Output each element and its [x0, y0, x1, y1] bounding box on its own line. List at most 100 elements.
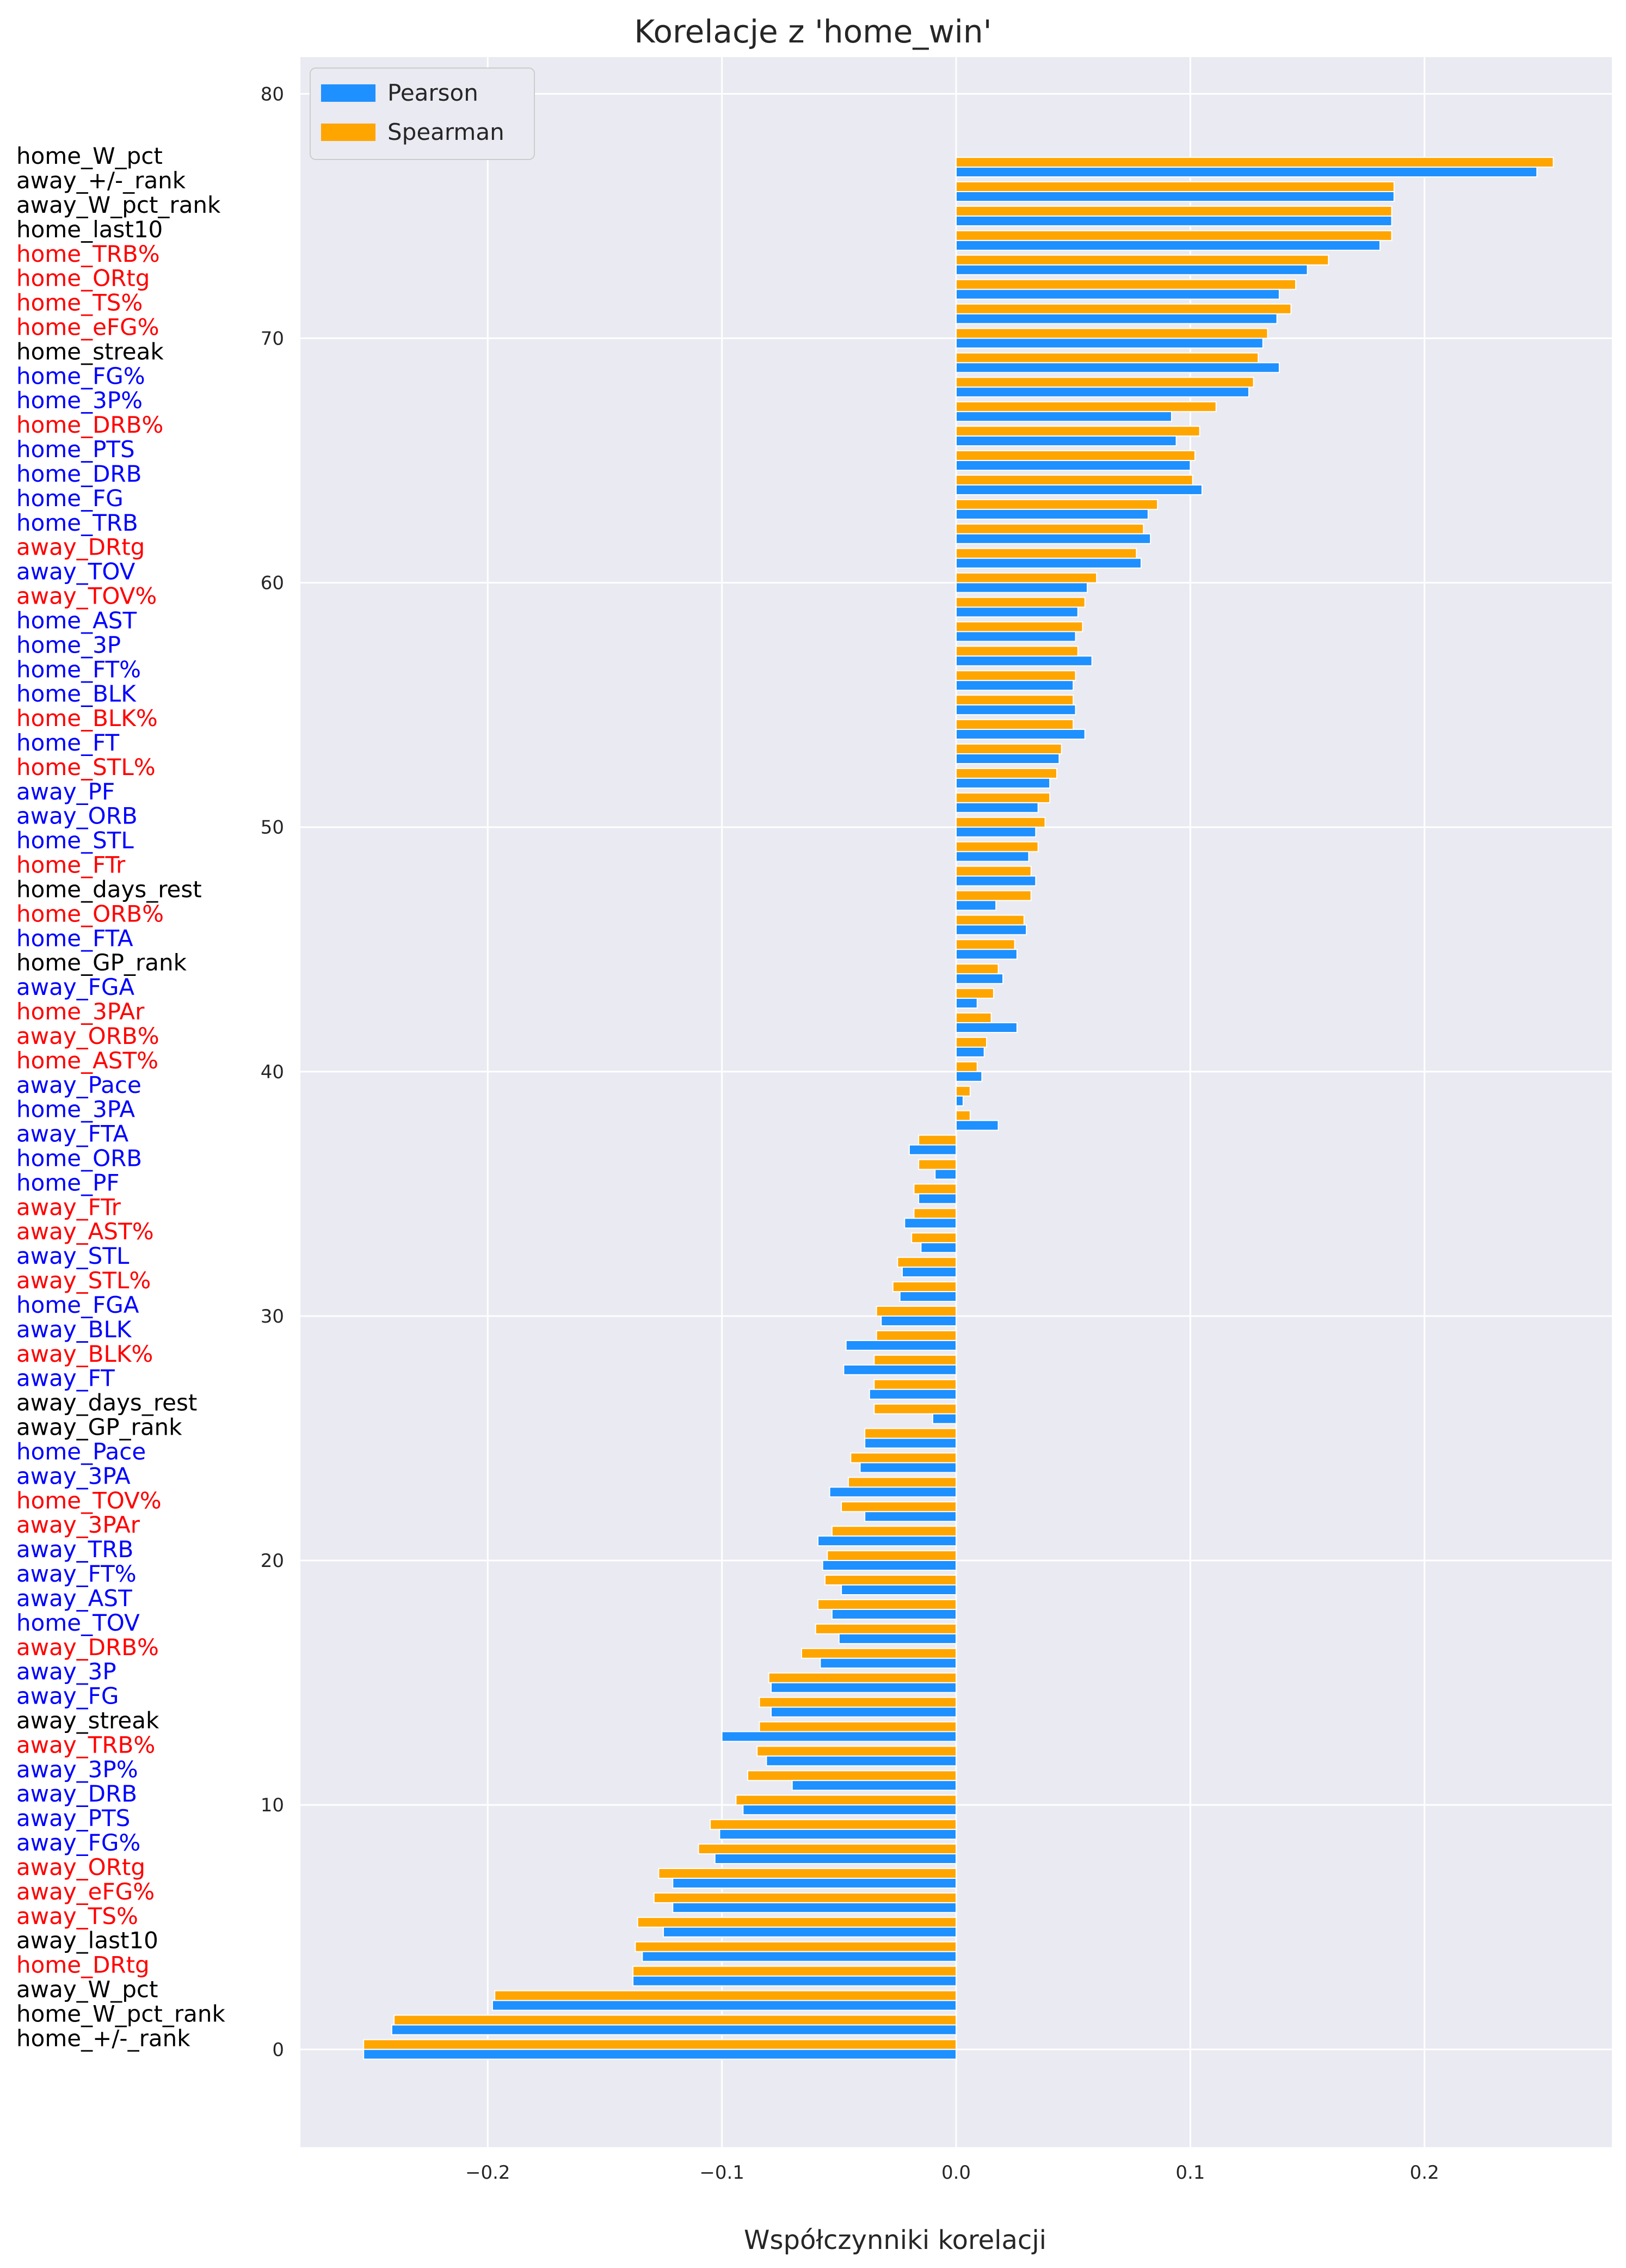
bar-pearson	[956, 386, 1249, 398]
bar-spearman	[873, 1354, 957, 1366]
bar-spearman	[956, 719, 1074, 730]
bar-spearman	[956, 523, 1144, 534]
feature-label: home_FG	[16, 485, 124, 512]
bar-spearman	[956, 939, 1015, 950]
bar-pearson	[771, 1706, 957, 1718]
bar-pearson	[956, 215, 1393, 226]
bar-spearman	[363, 2039, 957, 2050]
feature-label: home_W_pct	[16, 143, 163, 169]
bar-spearman	[956, 401, 1217, 413]
bar-pearson	[934, 1169, 957, 1180]
feature-label: home_3PAr	[16, 998, 145, 1025]
feature-label: home_BLK	[16, 680, 137, 707]
bar-pearson	[956, 460, 1191, 471]
feature-label: away_W_pct_rank	[16, 192, 221, 218]
bar-spearman	[658, 1868, 957, 1879]
bar-spearman	[850, 1452, 957, 1464]
feature-label: away_PTS	[16, 1805, 130, 1831]
bar-pearson	[956, 1120, 999, 1131]
bar-spearman	[653, 1892, 957, 1903]
feature-label: away_eFG%	[16, 1878, 155, 1905]
feature-label: away_STL%	[16, 1267, 151, 1294]
feature-label: away_TOV%	[16, 583, 157, 610]
bar-spearman	[956, 475, 1193, 485]
feature-label: home_STL	[16, 827, 134, 854]
bar-spearman	[827, 1550, 957, 1562]
bar-pearson	[859, 1462, 957, 1473]
bar-pearson	[822, 1560, 957, 1571]
bar-spearman	[956, 181, 1395, 193]
x-tick-label: 0.0	[941, 2162, 971, 2184]
y-tick-label: 30	[261, 1306, 284, 1327]
feature-label: home_last10	[16, 216, 163, 243]
bar-pearson	[904, 1218, 957, 1229]
feature-label: home_3P%	[16, 387, 143, 414]
bar-spearman	[956, 597, 1086, 608]
bar-pearson	[672, 1902, 957, 1913]
y-tick-label: 10	[261, 1794, 284, 1816]
feature-label: home_TRB%	[16, 241, 160, 267]
bar-pearson	[843, 1364, 957, 1375]
bar-pearson	[956, 337, 1264, 349]
feature-label: home_3P	[16, 631, 121, 658]
bar-spearman	[637, 1916, 957, 1928]
bar-pearson	[956, 998, 978, 1009]
bar-spearman	[756, 1745, 957, 1757]
bar-spearman	[632, 1965, 957, 1977]
bar-spearman	[710, 1819, 957, 1830]
bar-pearson	[956, 484, 1203, 495]
bar-pearson	[632, 1975, 957, 1987]
bar-spearman	[873, 1403, 957, 1415]
bar-pearson	[902, 1267, 957, 1278]
bar-spearman	[956, 914, 1025, 926]
bar-spearman	[956, 303, 1292, 315]
bar-pearson	[956, 900, 997, 911]
feature-label: home_STL%	[16, 754, 156, 780]
bar-spearman	[956, 743, 1062, 754]
feature-label: away_DRB	[16, 1780, 137, 1807]
bar-pearson	[663, 1926, 957, 1938]
feature-label: home_TRB	[16, 509, 138, 536]
feature-label: away_last10	[16, 1927, 158, 1954]
bar-spearman	[824, 1575, 957, 1586]
feature-label: away_ORB%	[16, 1023, 159, 1049]
feature-label: away_FTr	[16, 1194, 121, 1220]
bar-pearson	[766, 1755, 957, 1767]
bar-spearman	[956, 205, 1393, 217]
x-tick-label: −0.1	[699, 2162, 744, 2184]
bars-group	[363, 157, 1554, 2060]
feature-label: home_ORB%	[16, 900, 164, 927]
bar-spearman	[831, 1526, 957, 1537]
bar-pearson	[956, 704, 1076, 716]
feature-label: away_TS%	[16, 1903, 138, 1929]
legend: Pearson Spearman	[310, 67, 535, 160]
feature-label: home_DRB	[16, 460, 141, 487]
bar-spearman	[876, 1306, 957, 1317]
bar-spearman	[956, 426, 1200, 437]
feature-label: home_ORtg	[16, 265, 150, 292]
legend-swatch	[321, 84, 375, 102]
y-tick-label: 20	[261, 1550, 284, 1572]
feature-label: home_DRB%	[16, 411, 163, 438]
bar-pearson	[956, 533, 1151, 544]
bar-pearson	[642, 1951, 957, 1962]
bar-spearman	[911, 1232, 957, 1244]
bar-pearson	[956, 557, 1142, 569]
bar-spearman	[956, 157, 1554, 168]
bar-spearman	[841, 1501, 957, 1513]
feature-label: home_DRtg	[16, 1952, 150, 1978]
x-tick-label: −0.2	[465, 2162, 510, 2184]
bar-pearson	[829, 1486, 957, 1498]
feature-label: home_TS%	[16, 290, 143, 316]
bar-pearson	[956, 606, 1079, 618]
bar-pearson	[956, 264, 1308, 275]
x-tick-label: 0.1	[1175, 2162, 1205, 2184]
bar-spearman	[817, 1599, 957, 1610]
legend-entry: Spearman	[387, 119, 504, 145]
feature-label: home_FT%	[16, 656, 141, 683]
bar-pearson	[841, 1584, 957, 1595]
bar-spearman	[956, 988, 994, 999]
bar-pearson	[908, 1144, 957, 1155]
bar-spearman	[892, 1281, 957, 1293]
feature-label: away_FG	[16, 1683, 119, 1710]
